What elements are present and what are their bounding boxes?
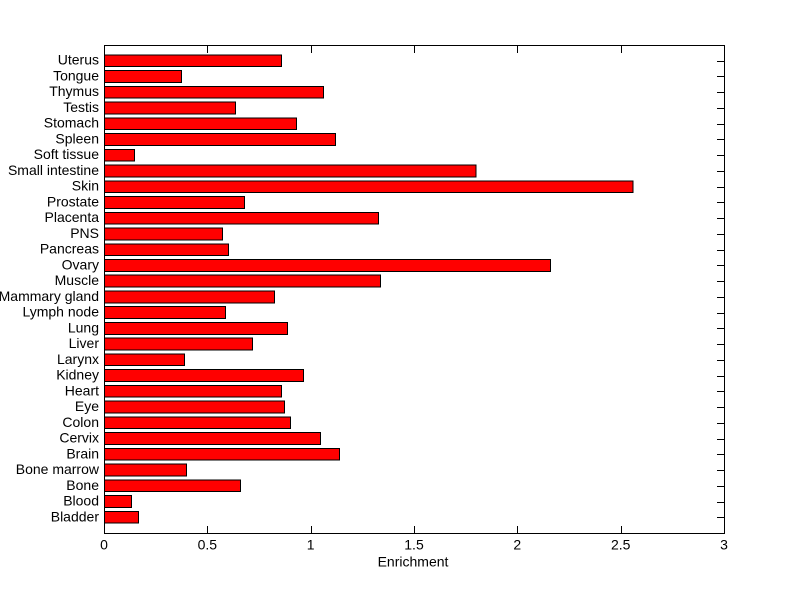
svg-text:Pancreas: Pancreas <box>40 241 99 257</box>
svg-text:Cervix: Cervix <box>59 430 99 446</box>
svg-text:Larynx: Larynx <box>57 351 99 367</box>
svg-text:Enrichment: Enrichment <box>378 554 449 570</box>
svg-text:Bone: Bone <box>66 477 99 493</box>
svg-text:2: 2 <box>513 537 521 553</box>
svg-text:Prostate: Prostate <box>47 193 99 209</box>
svg-text:Liver: Liver <box>69 335 100 351</box>
svg-text:Testis: Testis <box>63 99 99 115</box>
svg-text:0.5: 0.5 <box>198 537 218 553</box>
svg-text:Mammary gland: Mammary gland <box>0 288 99 304</box>
svg-text:2.5: 2.5 <box>611 537 631 553</box>
svg-text:Blood: Blood <box>63 493 99 509</box>
svg-text:Bladder: Bladder <box>51 508 100 524</box>
svg-text:Colon: Colon <box>62 414 99 430</box>
svg-text:0: 0 <box>100 537 108 553</box>
svg-text:Lung: Lung <box>68 319 99 335</box>
svg-text:Tongue: Tongue <box>53 68 99 84</box>
svg-text:1: 1 <box>307 537 315 553</box>
svg-text:Placenta: Placenta <box>45 209 100 225</box>
svg-text:Lymph node: Lymph node <box>22 304 99 320</box>
svg-text:Ovary: Ovary <box>62 256 99 272</box>
svg-text:Thymus: Thymus <box>49 83 99 99</box>
svg-text:Skin: Skin <box>72 178 99 194</box>
svg-text:Bone marrow: Bone marrow <box>16 461 100 477</box>
svg-text:Brain: Brain <box>66 445 99 461</box>
svg-text:Kidney: Kidney <box>56 367 99 383</box>
svg-text:1.5: 1.5 <box>404 537 424 553</box>
svg-text:Uterus: Uterus <box>58 52 99 68</box>
svg-text:Small intestine: Small intestine <box>8 162 99 178</box>
svg-text:Soft tissue: Soft tissue <box>34 146 100 162</box>
svg-text:PNS: PNS <box>70 225 99 241</box>
svg-text:Heart: Heart <box>65 382 99 398</box>
svg-text:Muscle: Muscle <box>55 272 100 288</box>
svg-text:Stomach: Stomach <box>44 115 99 131</box>
svg-text:Eye: Eye <box>75 398 99 414</box>
svg-text:Spleen: Spleen <box>55 131 99 147</box>
svg-text:3: 3 <box>720 537 728 553</box>
